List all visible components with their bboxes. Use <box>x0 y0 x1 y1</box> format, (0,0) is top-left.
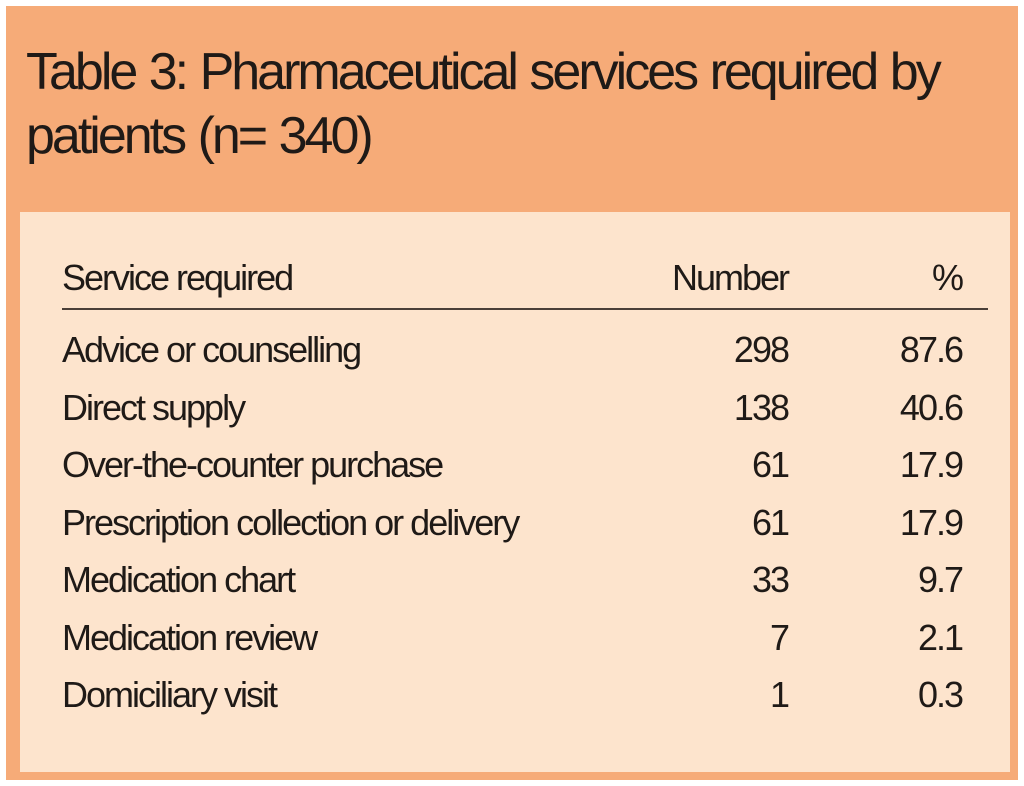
cell-percent: 0.3 <box>917 674 964 715</box>
table-frame: Table 3: Pharmaceutical services require… <box>6 6 1018 780</box>
table-row: Medication chart 33 9.7 <box>62 554 988 606</box>
cell-number: 61 <box>751 444 790 485</box>
cell-service: Domiciliary visit <box>62 674 278 715</box>
cell-service: Medication chart <box>62 559 296 600</box>
cell-number: 298 <box>733 329 790 370</box>
cell-percent: 17.9 <box>899 501 964 543</box>
column-header-percent: % <box>931 257 964 298</box>
cell-service: Medication review <box>62 616 318 658</box>
table-row: Domiciliary visit 1 0.3 <box>62 669 988 721</box>
column-header-service: Service required <box>62 257 294 298</box>
column-header-number: Number <box>671 257 790 298</box>
cell-service: Advice or counselling <box>62 329 362 370</box>
cell-number: 138 <box>733 386 790 428</box>
table-row: Prescription collection or delivery 61 17.… <box>62 497 988 549</box>
cell-percent: 17.9 <box>899 444 964 485</box>
cell-percent: 87.6 <box>899 329 964 370</box>
table-row: Medication review 7 2.1 <box>62 612 988 664</box>
cell-percent: 9.7 <box>917 559 964 600</box>
table-title: Table 3: Pharmaceutical services require… <box>26 43 942 165</box>
header-divider <box>62 308 988 310</box>
table-row: Direct supply 138 40.6 <box>62 382 988 434</box>
cell-number: 7 <box>769 616 790 658</box>
cell-number: 1 <box>769 674 790 715</box>
cell-percent: 40.6 <box>899 386 964 428</box>
cell-number: 33 <box>751 559 790 600</box>
cell-service: Prescription collection or delivery <box>62 501 520 543</box>
table-header-row: Service required Number % <box>62 252 988 304</box>
table-row: Over-the-counter purchase 61 17.9 <box>62 439 988 491</box>
cell-number: 61 <box>751 501 790 543</box>
cell-service: Over-the-counter purchase <box>62 444 444 485</box>
cell-percent: 2.1 <box>917 616 964 658</box>
table-body-panel: Service required Number % Advice or coun… <box>20 212 1010 772</box>
cell-service: Direct supply <box>62 386 246 428</box>
table-row: Advice or counselling 298 87.6 <box>62 324 988 376</box>
